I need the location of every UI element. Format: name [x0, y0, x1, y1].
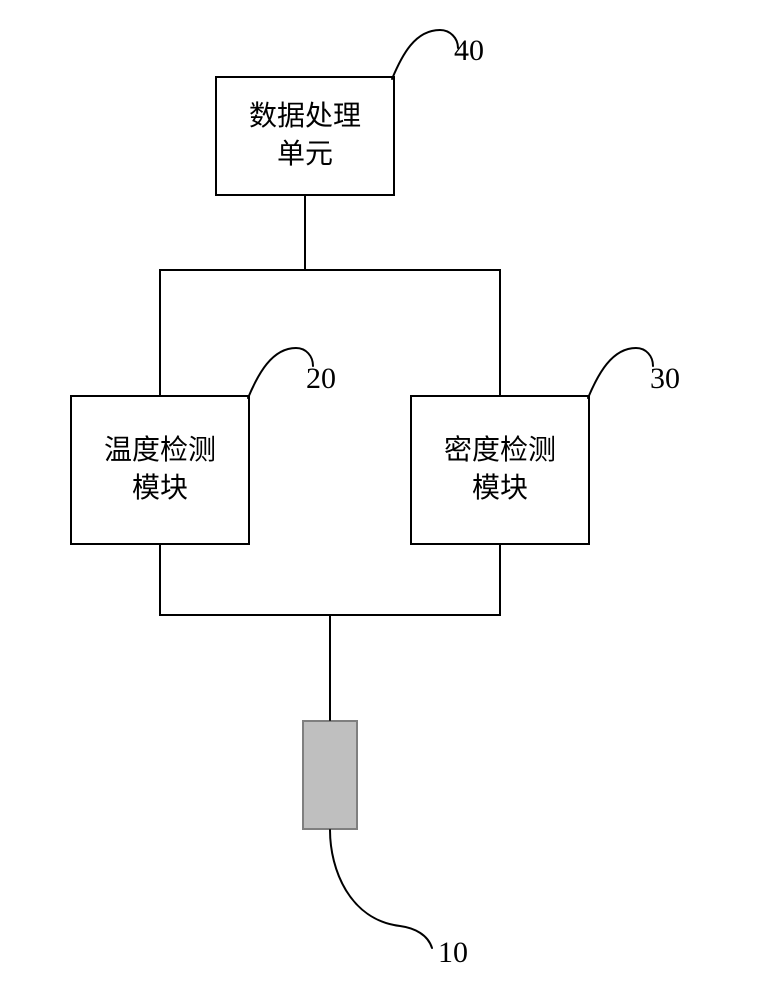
leader-30 — [588, 348, 653, 398]
node-density-module: 密度检测 模块 — [410, 395, 590, 545]
ref-label-20: 20 — [306, 362, 336, 396]
leader-40 — [392, 30, 458, 79]
ref-label-40: 40 — [454, 34, 484, 68]
node-density-module-label: 密度检测 模块 — [444, 432, 556, 508]
node-processing-unit: 数据处理 单元 — [215, 76, 395, 196]
connector-bottom — [160, 545, 500, 720]
leader-20 — [248, 348, 313, 398]
node-temperature-module-label: 温度检测 模块 — [104, 432, 216, 508]
node-processing-unit-label: 数据处理 单元 — [249, 98, 361, 174]
ref-label-10: 10 — [438, 936, 468, 970]
node-sensor — [302, 720, 358, 830]
leader-10 — [330, 830, 432, 948]
block-diagram: 数据处理 单元 温度检测 模块 密度检测 模块 40 20 30 10 — [0, 0, 764, 1000]
node-temperature-module: 温度检测 模块 — [70, 395, 250, 545]
ref-label-30: 30 — [650, 362, 680, 396]
